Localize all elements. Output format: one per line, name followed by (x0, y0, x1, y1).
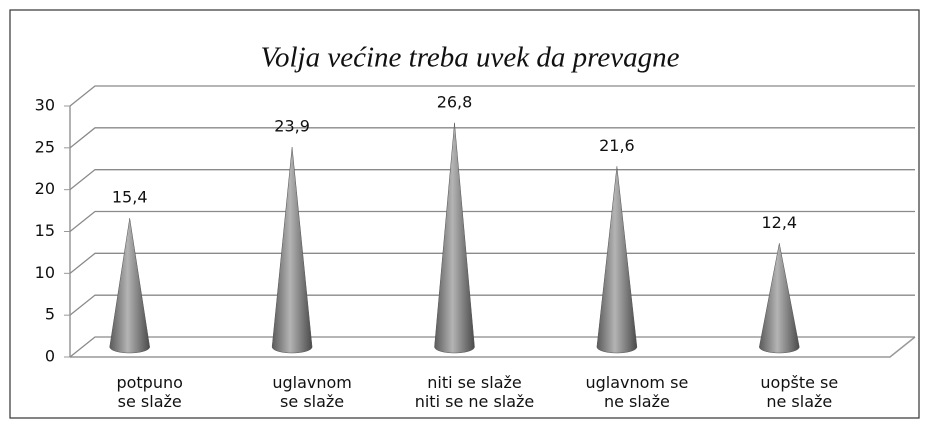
cone (759, 243, 800, 354)
value-label: 12,4 (761, 213, 797, 232)
y-tick-label: 15 (35, 221, 55, 240)
cone (109, 218, 150, 354)
y-tick-label: 25 (35, 137, 55, 156)
cone (271, 147, 313, 354)
y-tick-label: 10 (35, 263, 55, 282)
value-label: 21,6 (599, 136, 635, 155)
grid-line (69, 210, 915, 233)
value-label: 15,4 (112, 188, 148, 207)
floor (70, 336, 916, 358)
frame (9, 9, 920, 419)
grid-line (69, 127, 915, 149)
grid-line (69, 252, 915, 274)
y-tick-label: 5 (45, 305, 55, 324)
x-tick-label: uglavnom se ne slaže (585, 373, 689, 411)
y-tick-label: 0 (45, 347, 55, 366)
x-tick-label: potpuno se slaže (116, 373, 183, 411)
x-tick-label: uopšte se ne slaže (760, 373, 839, 411)
y-tick-label: 20 (35, 179, 55, 198)
x-tick-label: uglavnom se slaže (272, 373, 352, 411)
cone (596, 166, 638, 354)
x-tick-label: niti se slaže niti se ne slaže (414, 373, 535, 411)
chart-title: Volja većine treba uvek da prevagne (261, 42, 680, 74)
grid-line (69, 85, 915, 107)
y-tick-label: 30 (35, 96, 55, 115)
grid-line (69, 169, 915, 191)
value-label: 23,9 (274, 117, 310, 136)
grid-line (69, 336, 915, 358)
cone (434, 122, 475, 354)
value-label: 26,8 (437, 92, 473, 111)
grid-line (69, 294, 915, 316)
